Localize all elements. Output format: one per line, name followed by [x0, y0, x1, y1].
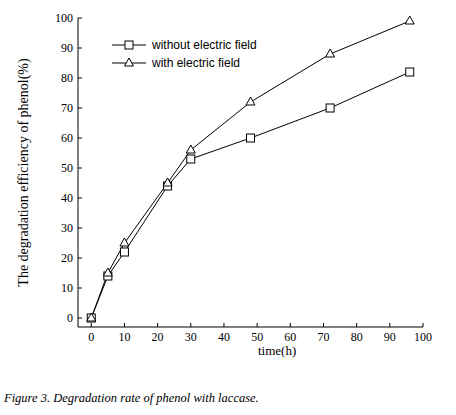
x-tick: [356, 323, 357, 327]
x-tick-label: 30: [185, 330, 197, 344]
x-tick: [91, 323, 92, 327]
x-tick-label: 70: [317, 330, 329, 344]
x-tick-label: 60: [284, 330, 296, 344]
y-tick-label: 70: [61, 101, 73, 115]
series-line: [91, 72, 409, 318]
x-tick: [423, 323, 424, 327]
x-tick: [190, 323, 191, 327]
caption: Figure 3. Degradation rate of phenol wit…: [3, 391, 259, 405]
x-tick: [124, 323, 125, 327]
plot-area: [87, 16, 414, 322]
point-triangle: [326, 49, 335, 57]
y-tick-label: 40: [61, 191, 73, 205]
x-tick-label: 10: [118, 330, 130, 344]
y-axis-label: The degradation efficiency of phenol(%): [16, 58, 32, 287]
y-axis: [78, 18, 79, 327]
x-tick-label: 50: [251, 330, 263, 344]
legend-marker: [125, 41, 133, 49]
y-tick: [78, 198, 82, 199]
point-square: [87, 314, 95, 322]
x-tick-label: 90: [384, 330, 396, 344]
y-tick: [78, 18, 82, 19]
point-square: [187, 155, 195, 163]
point-triangle: [87, 313, 96, 321]
y-tick-label: 10: [61, 281, 73, 295]
y-tick-label: 60: [61, 131, 73, 145]
point-triangle: [246, 97, 255, 105]
chart: 0 10 20 30 40 50 60 70 80 90 100 0 10 20 30 40 50 60 70 80 9…: [0, 0, 456, 415]
x-tick: [223, 323, 224, 327]
y-tick-label: 100: [55, 11, 73, 25]
y-tick-label: 0: [67, 311, 73, 325]
legend-label: with electric field: [151, 56, 240, 70]
series-line: [91, 21, 409, 318]
x-tick-label: 100: [414, 330, 432, 344]
y-tick: [78, 288, 82, 289]
point-triangle: [163, 178, 172, 186]
point-square: [247, 134, 255, 142]
x-tick: [257, 323, 258, 327]
x-axis-label: time(h): [258, 343, 296, 358]
y-tick-label: 50: [61, 161, 73, 175]
point-triangle: [120, 238, 129, 246]
x-tick: [157, 323, 158, 327]
y-tick-label: 80: [61, 71, 73, 85]
point-triangle: [186, 145, 195, 153]
x-tick: [389, 323, 390, 327]
point-square: [326, 104, 334, 112]
y-tick: [78, 48, 82, 49]
x-tick-label: 80: [351, 330, 363, 344]
y-tick-label: 90: [61, 41, 73, 55]
y-tick: [78, 108, 82, 109]
x-tick-label: 0: [88, 330, 94, 344]
y-tick: [78, 228, 82, 229]
y-tick-label: 20: [61, 251, 73, 265]
y-tick: [78, 138, 82, 139]
x-axis: [78, 327, 423, 328]
legend-marker: [125, 58, 134, 66]
x-tick-label: 40: [218, 330, 230, 344]
y-tick: [78, 318, 82, 319]
y-tick: [78, 78, 82, 79]
legend: without electric field with electric fiel…: [112, 38, 257, 70]
y-tick-label: 30: [61, 221, 73, 235]
legend-label: without electric field: [151, 38, 257, 52]
x-tick: [290, 323, 291, 327]
point-triangle: [103, 268, 112, 276]
point-square: [120, 248, 128, 256]
y-tick: [78, 168, 82, 169]
point-square: [406, 68, 414, 76]
x-tick: [323, 323, 324, 327]
y-tick: [78, 258, 82, 259]
x-tick-label: 20: [152, 330, 164, 344]
point-triangle: [405, 16, 414, 24]
